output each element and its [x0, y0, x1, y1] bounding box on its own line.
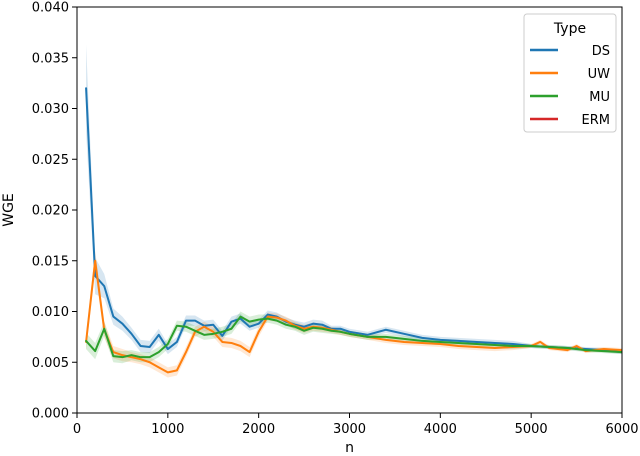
legend-label-erm: ERM — [582, 113, 610, 128]
y-tick-label: 0.020 — [32, 204, 69, 219]
x-axis-title: n — [345, 440, 354, 456]
series-lines — [85, 87, 622, 374]
y-axis: 0.000 0.005 0.010 0.015 0.020 0.025 0.030 0.035… — [32, 1, 77, 422]
series-line-mu — [85, 315, 622, 359]
legend-label-ds: DS — [592, 44, 610, 59]
x-axis: 0 1000 2000 3000 4000 5000 6000 — [73, 413, 639, 437]
x-tick-label: 6000 — [605, 422, 638, 437]
y-tick-label: 0.030 — [32, 102, 69, 117]
x-tick-label: 5000 — [515, 422, 548, 437]
x-tick-label: 1000 — [151, 422, 184, 437]
legend-label-uw: UW — [588, 67, 611, 82]
y-tick-label: 0.025 — [32, 153, 69, 168]
y-tick-label: 0.040 — [32, 1, 69, 16]
x-tick-label: 3000 — [333, 422, 366, 437]
legend-label-mu: MU — [589, 90, 610, 105]
x-tick-label: 0 — [73, 422, 81, 437]
band-mu — [86, 311, 622, 364]
y-tick-label: 0.015 — [32, 254, 69, 269]
y-tick-label: 0.000 — [32, 407, 69, 422]
y-axis-title: WGE — [1, 193, 17, 227]
legend-title: Type — [553, 21, 586, 37]
y-tick-label: 0.010 — [32, 305, 69, 320]
confidence-bands — [86, 44, 622, 378]
legend: Type DS UW MU ERM — [523, 13, 617, 133]
x-tick-label: 4000 — [424, 422, 457, 437]
y-tick-label: 0.005 — [32, 356, 69, 371]
legend-box — [523, 13, 617, 133]
y-tick-label: 0.035 — [32, 51, 69, 66]
x-tick-label: 2000 — [242, 422, 275, 437]
band-uw — [86, 250, 622, 378]
